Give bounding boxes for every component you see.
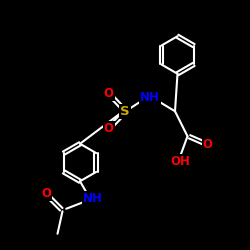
Text: O: O: [104, 87, 114, 100]
Text: O: O: [104, 122, 114, 135]
Text: OH: OH: [170, 155, 190, 168]
Text: NH: NH: [140, 91, 160, 104]
Text: O: O: [41, 187, 51, 200]
Text: S: S: [120, 105, 130, 118]
Text: O: O: [202, 138, 212, 151]
Text: NH: NH: [82, 192, 102, 205]
